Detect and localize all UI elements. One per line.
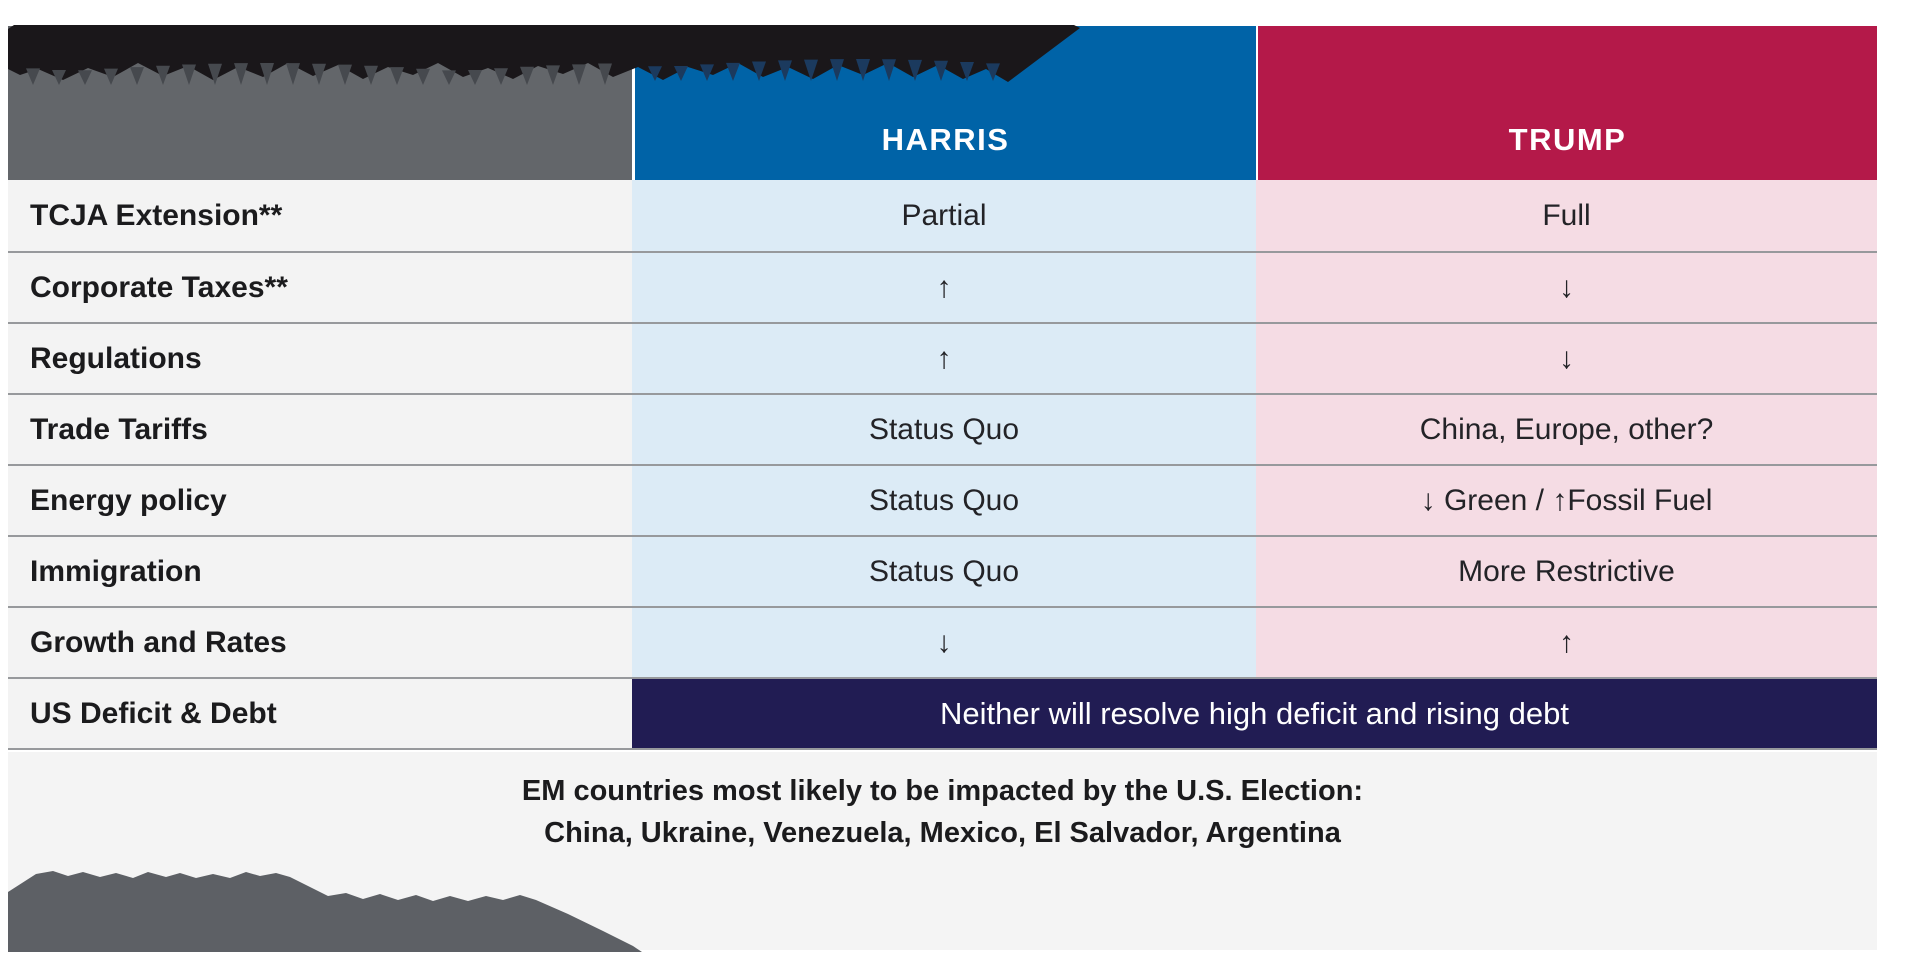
em-countries-line2: China, Ukraine, Venezuela, Mexico, El Sa… (544, 817, 1341, 849)
harris-cell: Status Quo (632, 537, 1256, 606)
row-label: Growth and Rates (8, 608, 632, 677)
table-row: Regulations ↑ ↓ (8, 322, 1877, 393)
redacted-title-scribble (8, 25, 1080, 85)
table-row: TCJA Extension** Partial Full (8, 180, 1877, 251)
row-label: Immigration (8, 537, 632, 606)
row-label: Energy policy (8, 466, 632, 535)
table-row: Energy policy Status Quo ↓ Green / ↑Foss… (8, 464, 1877, 535)
row-label: US Deficit & Debt (8, 679, 632, 748)
harris-cell: ↑ (632, 253, 1256, 322)
table-row: Immigration Status Quo More Restrictive (8, 535, 1877, 606)
harris-cell: Status Quo (632, 466, 1256, 535)
row-label: Corporate Taxes** (8, 253, 632, 322)
trump-cell: ↓ (1256, 253, 1877, 322)
trump-cell: China, Europe, other? (1256, 395, 1877, 464)
table-row: Growth and Rates ↓ ↑ (8, 606, 1877, 677)
table-row: Trade Tariffs Status Quo China, Europe, … (8, 393, 1877, 464)
trump-cell: ↑ (1256, 608, 1877, 677)
merged-deficit-cell: Neither will resolve high deficit and ri… (632, 679, 1877, 748)
harris-cell: Status Quo (632, 395, 1256, 464)
harris-cell: ↑ (632, 324, 1256, 393)
trump-cell: Full (1256, 180, 1877, 251)
harris-cell: ↓ (632, 608, 1256, 677)
redacted-footnote-scribble (8, 871, 642, 952)
row-label: Trade Tariffs (8, 395, 632, 464)
harris-cell: Partial (632, 180, 1256, 251)
em-countries-note: EM countries most likely to be impacted … (8, 752, 1877, 854)
policy-comparison-table: TCJA Extension** Partial Full Corporate … (8, 180, 1877, 750)
table-row-us-deficit: US Deficit & Debt Neither will resolve h… (8, 677, 1877, 750)
trump-cell: ↓ Green / ↑Fossil Fuel (1256, 466, 1877, 535)
row-label: Regulations (8, 324, 632, 393)
em-countries-line1: EM countries most likely to be impacted … (521, 775, 1364, 807)
trump-cell: ↓ (1256, 324, 1877, 393)
column-header-trump: TRUMP (1256, 26, 1877, 180)
row-label: TCJA Extension** (8, 180, 632, 251)
trump-cell: More Restrictive (1256, 537, 1877, 606)
table-row: Corporate Taxes** ↑ ↓ (8, 251, 1877, 322)
